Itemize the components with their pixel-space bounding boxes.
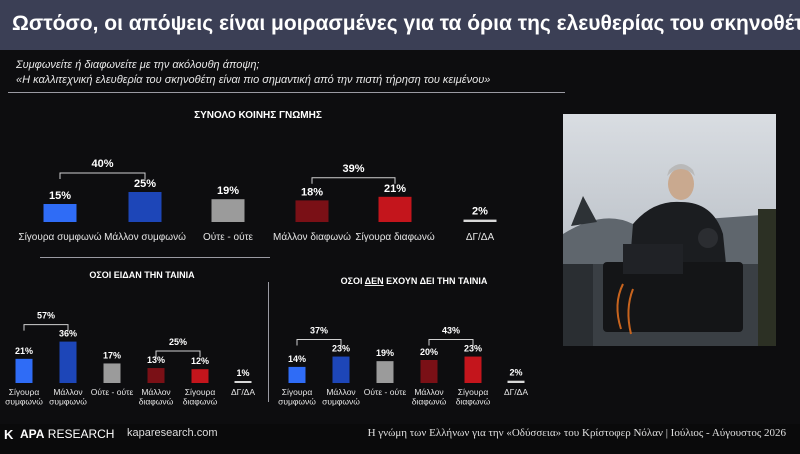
group-total-label: 40% (91, 158, 113, 170)
bar-value-label: 23% (332, 344, 350, 354)
category-tick-label: Ούτε - ούτε (364, 387, 407, 397)
chart-title-part: ΟΣΟΙ (341, 276, 365, 286)
category-tick-label: Μάλλον (141, 387, 170, 397)
bar-1 (15, 358, 33, 383)
bar-2 (128, 192, 162, 222)
bar-value-label: 21% (15, 346, 33, 356)
chart-title: ΣΥΝΟΛΟ ΚΟΙΝΗΣ ΓΝΩΜΗΣ (194, 110, 322, 121)
bar-value-label: 1% (236, 368, 249, 378)
bar-5 (191, 369, 209, 383)
footer-bar (0, 424, 800, 454)
category-tick-label: συμφωνώ (278, 397, 316, 407)
category-tick-label: Μάλλον συμφωνώ (104, 231, 186, 243)
question-line-1: Συμφωνείτε ή διαφωνείτε με την ακόλουθη … (16, 59, 260, 71)
category-tick-label: Μάλλον (326, 387, 355, 397)
section-divider-horizontal (40, 257, 270, 258)
group-bracket (428, 339, 474, 346)
category-tick-label: Μάλλον (53, 387, 82, 397)
chart-title-part: ΕΧΟΥΝ ΔΕΙ ΤΗΝ ΤΑΙΝΙΑ (384, 276, 488, 286)
bar-value-label: 15% (49, 190, 71, 202)
group-total-label: 43% (442, 326, 460, 336)
bar-value-label: 13% (147, 355, 165, 365)
bar-6 (507, 380, 525, 383)
page-title: Ωστόσο, οι απόψεις είναι μοιρασμένες για… (12, 12, 800, 35)
bar-3 (103, 363, 121, 383)
bar-4 (147, 368, 165, 383)
group-bracket (311, 177, 396, 184)
bar-value-label: 20% (420, 347, 438, 357)
bar-1 (288, 366, 306, 383)
logo-wordmark: APA RESEARCH (20, 427, 114, 441)
footer-note: Η γνώμη των Ελλήνων για την «Οδύσσεια» τ… (367, 427, 786, 439)
bar-value-label: 25% (134, 178, 156, 190)
group-total-label: 25% (169, 337, 187, 347)
question-divider (8, 92, 565, 93)
bar-value-label: 12% (191, 356, 209, 366)
bar-value-label: 36% (59, 329, 77, 339)
category-tick-label: Σίγουρα (458, 387, 489, 397)
category-tick-label: ΔΓ/ΔΑ (231, 387, 255, 397)
bar-value-label: 2% (472, 206, 488, 218)
bar-value-label: 23% (464, 344, 482, 354)
logo-mark: K (4, 427, 14, 442)
bar-1 (43, 204, 77, 222)
bar-value-label: 2% (509, 368, 522, 378)
bar-value-label: 18% (301, 186, 323, 198)
bar-3 (376, 361, 394, 383)
category-tick-label: Σίγουρα συμφωνώ (18, 231, 101, 243)
bar-value-label: 14% (288, 354, 306, 364)
bar-value-label: 21% (384, 183, 406, 195)
category-tick-label: Σίγουρα (185, 387, 216, 397)
bar-value-label: 19% (376, 348, 394, 358)
category-tick-label: διαφωνώ (412, 397, 447, 407)
group-total-label: 57% (37, 311, 55, 321)
bar-6 (463, 219, 497, 222)
category-tick-label: συμφωνώ (322, 397, 360, 407)
group-bracket (59, 172, 146, 179)
category-tick-label: ΔΓ/ΔΑ (466, 232, 495, 243)
section-divider-vertical (268, 282, 269, 402)
chart-title: ΟΣΟΙ ΔΕΝ ΕΧΟΥΝ ΔΕΙ ΤΗΝ ΤΑΙΝΙΑ (341, 276, 488, 286)
group-total-label: 37% (310, 326, 328, 336)
category-tick-label: ΔΓ/ΔΑ (504, 387, 528, 397)
bar-4 (295, 200, 329, 222)
group-bracket (23, 324, 69, 331)
bar-4 (420, 360, 438, 383)
chart-title: ΟΣΟΙ ΕΙΔΑΝ ΤΗΝ ΤΑΙΝΙΑ (89, 270, 195, 280)
category-tick-label: Ούτε - ούτε (91, 387, 134, 397)
category-tick-label: Σίγουρα (282, 387, 313, 397)
chart-title-part: ΔΕΝ (365, 276, 384, 286)
category-tick-label: διαφωνώ (183, 397, 218, 407)
survey-question: Συμφωνείτε ή διαφωνείτε με την ακόλουθη … (16, 58, 490, 88)
category-tick-label: διαφωνώ (139, 397, 174, 407)
bar-5 (464, 356, 482, 383)
category-tick-label: Σίγουρα διαφωνώ (355, 231, 435, 243)
category-tick-label: Σίγουρα (9, 387, 40, 397)
group-bracket (296, 339, 342, 346)
bar-value-label: 19% (217, 185, 239, 197)
group-total-label: 39% (342, 163, 364, 175)
category-tick-label: διαφωνώ (456, 397, 491, 407)
logo-wordmark-bold: APA (20, 427, 45, 441)
bar-2 (332, 356, 350, 383)
title-bar (0, 0, 800, 50)
logo-wordmark-rest: RESEARCH (44, 427, 115, 441)
bar-value-label: 17% (103, 350, 121, 360)
category-tick-label: Ούτε - ούτε (203, 231, 254, 243)
question-line-2: «Η καλλιτεχνική ελευθερία του σκηνοθέτη … (16, 74, 491, 86)
bar-5 (378, 196, 412, 222)
category-tick-label: συμφωνώ (49, 397, 87, 407)
category-tick-label: Μάλλον διαφωνώ (273, 231, 351, 243)
director-photo (563, 114, 776, 346)
bar-3 (211, 199, 245, 222)
category-tick-label: συμφωνώ (5, 397, 43, 407)
website-link[interactable]: kaparesearch.com (127, 427, 218, 439)
group-bracket (155, 350, 201, 358)
category-tick-label: Μάλλον (414, 387, 443, 397)
bar-2 (59, 341, 77, 383)
bar-6 (234, 381, 252, 383)
